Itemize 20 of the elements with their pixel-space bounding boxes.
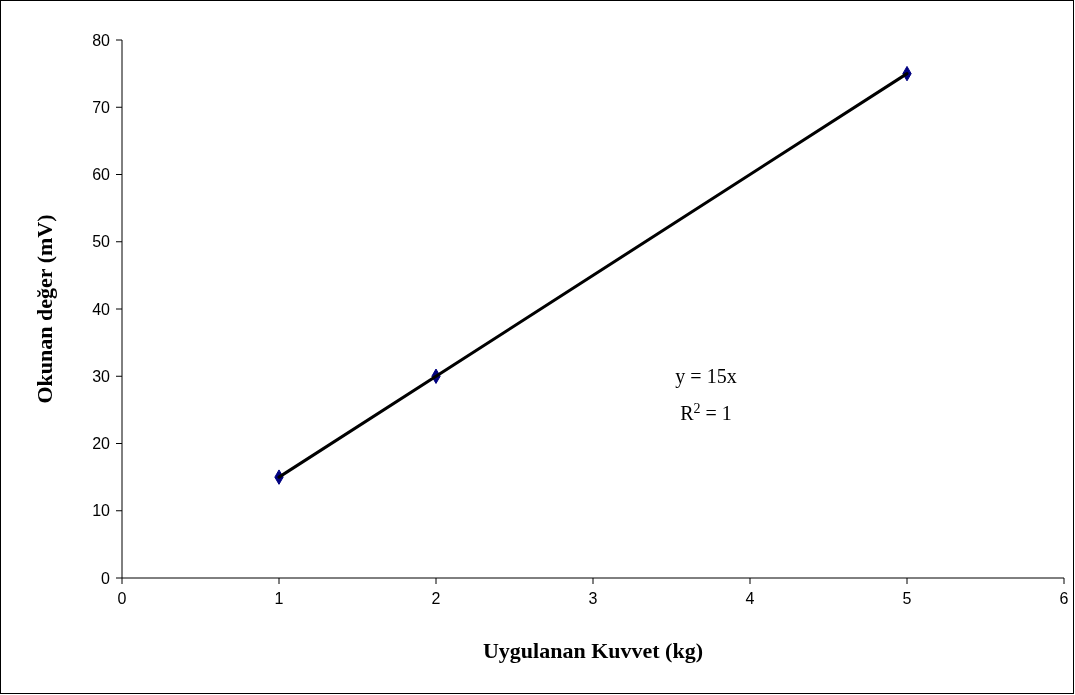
y-tick-label: 50 bbox=[92, 233, 111, 251]
y-tick-label: 70 bbox=[92, 98, 111, 116]
x-tick-label: 5 bbox=[902, 590, 912, 607]
x-tick-label: 4 bbox=[745, 590, 755, 607]
y-tick-label: 0 bbox=[101, 569, 111, 587]
x-tick-label: 0 bbox=[117, 590, 127, 607]
annotation: y = 15x bbox=[675, 365, 737, 388]
x-tick-label: 2 bbox=[431, 590, 441, 607]
y-tick-label: 80 bbox=[92, 31, 111, 49]
y-tick-label: 20 bbox=[92, 435, 111, 453]
y-tick-label: 30 bbox=[92, 367, 111, 385]
y-tick-label: 10 bbox=[92, 502, 111, 520]
y-tick-label: 60 bbox=[92, 166, 111, 184]
y-axis-title: Okunan değer (mV) bbox=[32, 214, 57, 404]
x-tick-label: 6 bbox=[1059, 590, 1069, 607]
x-axis-title: Uygulanan Kuvvet (kg) bbox=[482, 638, 704, 663]
x-tick-label: 3 bbox=[588, 590, 598, 607]
x-tick-label: 1 bbox=[274, 590, 284, 607]
y-tick-label: 40 bbox=[92, 300, 111, 318]
annotation: R$^{2}$ = 1 bbox=[680, 400, 732, 424]
